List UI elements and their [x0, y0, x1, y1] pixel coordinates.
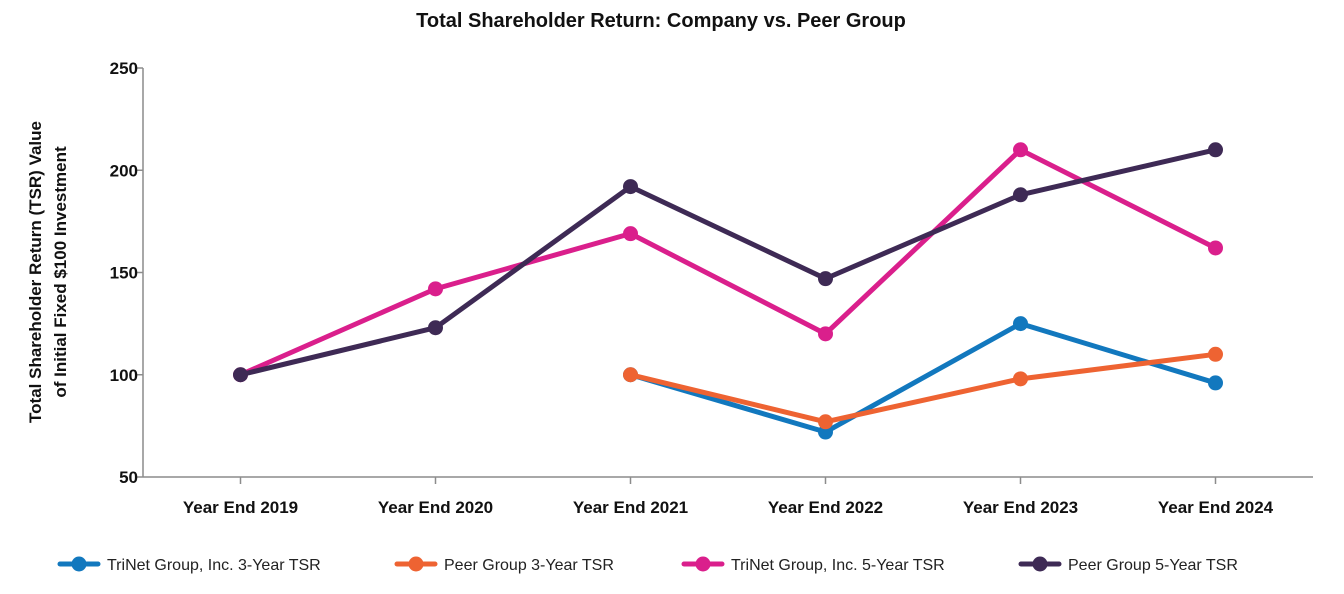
y-tick-label: 200: [110, 161, 138, 180]
data-point: [623, 367, 638, 383]
y-tick-label: 50: [119, 468, 138, 487]
data-point: [623, 226, 638, 242]
y-axis-label-line-1: Total Shareholder Return (TSR) Value: [26, 121, 45, 423]
x-tick-label: Year End 2024: [1158, 498, 1274, 517]
legend-swatch-marker: [695, 556, 711, 572]
data-point: [428, 281, 443, 297]
series-line: [238, 147, 1218, 378]
x-tick-label: Year End 2019: [183, 498, 298, 517]
data-point: [233, 367, 248, 383]
data-point: [1013, 371, 1028, 387]
data-point: [1208, 375, 1223, 391]
legend-label: Peer Group 5-Year TSR: [1068, 557, 1238, 574]
data-point: [1013, 187, 1028, 203]
series-line: [628, 321, 1218, 435]
data-point: [1208, 240, 1223, 256]
data-point: [428, 320, 443, 336]
series-line: [238, 147, 1218, 378]
data-point: [1208, 346, 1223, 362]
x-tick-label: Year End 2022: [768, 498, 883, 517]
legend-item: Peer Group 3-Year TSR: [394, 556, 614, 574]
legend-label: TriNet Group, Inc. 3-Year TSR: [107, 557, 321, 574]
legend-item: TriNet Group, Inc. 3-Year TSR: [57, 556, 321, 574]
data-point: [1013, 316, 1028, 332]
legend-swatch-marker: [408, 556, 424, 572]
data-point: [623, 179, 638, 195]
y-axis-label: Total Shareholder Return (TSR) Value of …: [26, 121, 70, 423]
y-ticks: 50 100 150 200 250: [110, 59, 143, 487]
series-line: [628, 351, 1218, 425]
x-tick-label: Year End 2020: [378, 498, 493, 517]
legend-label: TriNet Group, Inc. 5-Year TSR: [731, 557, 945, 574]
data-point: [1013, 142, 1028, 158]
data-point: [818, 414, 833, 430]
x-tick-label: Year End 2021: [573, 498, 688, 517]
series-3: [233, 142, 1223, 383]
y-axis-label-line-2: of Initial Fixed $100 Investment: [51, 146, 70, 398]
legend-swatch-marker: [1032, 556, 1048, 572]
y-tick-label: 150: [110, 264, 138, 283]
x-tick-label: Year End 2023: [963, 498, 1078, 517]
series-0: [623, 316, 1223, 440]
y-tick-label: 100: [110, 366, 138, 385]
legend-item: Peer Group 5-Year TSR: [1018, 556, 1238, 574]
legend-label: Peer Group 3-Year TSR: [444, 557, 614, 574]
legend-item: TriNet Group, Inc. 5-Year TSR: [681, 556, 945, 574]
series-2: [233, 142, 1223, 383]
y-tick-label: 250: [110, 59, 138, 78]
x-ticks: Year End 2019 Year End 2020 Year End 2021 Y…: [183, 477, 1274, 517]
data-point: [818, 271, 833, 287]
chart-title: Total Shareholder Return: Company vs. Pe…: [416, 10, 906, 32]
legend-swatch-marker: [71, 556, 87, 572]
data-point: [818, 326, 833, 342]
legend: TriNet Group, Inc. 3-Year TSR Peer Group …: [57, 556, 1238, 574]
data-point: [1208, 142, 1223, 158]
series-group: [233, 142, 1223, 440]
series-1: [623, 346, 1223, 430]
